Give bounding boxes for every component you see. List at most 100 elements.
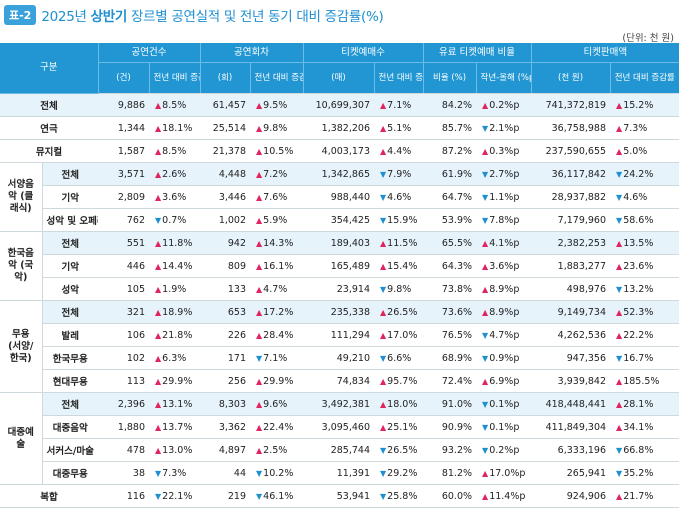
change-cell: 4.7% — [250, 277, 304, 301]
value-cell: 28,937,882 — [531, 185, 611, 209]
change-cell: 35.2% — [610, 461, 680, 485]
table-row: 한국무용1026.3%1717.1%49,2106.6%68.9%0.9%p94… — [0, 346, 680, 370]
change-cell: 22.4% — [250, 415, 304, 439]
value-cell: 653 — [200, 300, 251, 324]
value-cell: 235,338 — [303, 300, 375, 324]
change-cell: 8.5% — [149, 139, 201, 163]
table-row: 대중예술전체2,39613.1%8,3039.6%3,492,38118.0%9… — [0, 392, 680, 485]
value-cell: 60.0% — [423, 484, 477, 508]
value-cell: 446 — [98, 254, 150, 278]
value-cell: 6,333,196 — [531, 438, 611, 462]
row-group-label: 대중예술 — [0, 392, 43, 485]
change-cell: 7.3% — [610, 116, 680, 140]
value-cell: 171 — [200, 346, 251, 370]
change-cell: 1.9% — [149, 277, 201, 301]
header-genre: 구분 — [0, 43, 99, 94]
value-cell: 3,492,381 — [303, 392, 375, 416]
change-cell: 11.4%p — [476, 484, 532, 508]
row-label: 복합 — [0, 484, 99, 508]
table-title-row: 표-2 2025년 상반기 장르별 공연실적 및 전년 동기 대비 증감률(%) — [4, 4, 384, 26]
row-group-label: 무용 (서양/한국) — [0, 300, 43, 393]
value-cell: 924,906 — [531, 484, 611, 508]
change-cell: 3.6%p — [476, 254, 532, 278]
change-cell: 7.1% — [250, 346, 304, 370]
value-cell: 10,699,307 — [303, 93, 375, 117]
row-label: 한국무용 — [42, 346, 99, 370]
value-cell: 64.7% — [423, 185, 477, 209]
row-label: 성악 — [42, 277, 99, 301]
subheader-4-0: (천 원) — [530, 62, 611, 94]
value-cell: 3,939,842 — [531, 369, 611, 393]
table-row: 현대무용11329.9%25629.9%74,83495.7%72.4%6.9%… — [0, 369, 680, 393]
change-cell: 8.9%p — [476, 277, 532, 301]
change-cell: 0.1%p — [476, 415, 532, 439]
value-cell: 113 — [98, 369, 150, 393]
value-cell: 321 — [98, 300, 150, 324]
row-label: 전체 — [42, 162, 99, 186]
value-cell: 809 — [200, 254, 251, 278]
value-cell: 9,149,734 — [531, 300, 611, 324]
table-row: 뮤지컬1,5878.5%21,37810.5%4,003,1734.4%87.2… — [0, 139, 680, 163]
subheader-2-0: (매) — [302, 62, 375, 94]
table-row: 기악2,8093.6%3,4467.6%988,4404.6%64.7%1.1%… — [0, 185, 680, 209]
change-cell: 7.1% — [374, 93, 424, 117]
row-label: 전체 — [0, 93, 99, 117]
value-cell: 3,571 — [98, 162, 150, 186]
table-row: 한국음악 (국악)전체55111.8%94214.3%189,40311.5%6… — [0, 231, 680, 301]
change-cell: 10.2% — [250, 461, 304, 485]
header-group-1: 공연회차 — [199, 43, 304, 63]
change-cell: 9.6% — [250, 392, 304, 416]
value-cell: 90.9% — [423, 415, 477, 439]
value-cell: 11,391 — [303, 461, 375, 485]
value-cell: 478 — [98, 438, 150, 462]
change-cell: 22.1% — [149, 484, 201, 508]
value-cell: 189,403 — [303, 231, 375, 255]
table-title: 2025년 상반기 장르별 공연실적 및 전년 동기 대비 증감률(%) — [41, 9, 384, 25]
value-cell: 2,382,253 — [531, 231, 611, 255]
change-cell: 16.1% — [250, 254, 304, 278]
performance-table: 구분 공연건수 공연회차 티켓예매수 유료 티켓예매 비율 티켓판매액 (건) 전… — [0, 43, 680, 508]
value-cell: 4,448 — [200, 162, 251, 186]
change-cell: 1.1%p — [476, 185, 532, 209]
subheader-1-1: 전년 대비 증감률 — [249, 62, 304, 94]
value-cell: 36,117,842 — [531, 162, 611, 186]
change-cell: 14.3% — [250, 231, 304, 255]
change-cell: 13.5% — [610, 231, 680, 255]
value-cell: 4,262,536 — [531, 323, 611, 347]
row-group-label: 서양음악 (클래식) — [0, 162, 43, 232]
value-cell: 1,382,206 — [303, 116, 375, 140]
change-cell: 4.6% — [374, 185, 424, 209]
value-cell: 36,758,988 — [531, 116, 611, 140]
change-cell: 8.9%p — [476, 300, 532, 324]
change-cell: 29.9% — [149, 369, 201, 393]
change-cell: 17.0%p — [476, 461, 532, 485]
change-cell: 7.8%p — [476, 208, 532, 232]
value-cell: 2,396 — [98, 392, 150, 416]
change-cell: 4.4% — [374, 139, 424, 163]
table-row: 발레10621.8%22628.4%111,29417.0%76.5%4.7%p… — [0, 323, 680, 347]
value-cell: 76.5% — [423, 323, 477, 347]
change-cell: 2.5% — [250, 438, 304, 462]
value-cell: 7,179,960 — [531, 208, 611, 232]
change-cell: 22.2% — [610, 323, 680, 347]
value-cell: 3,362 — [200, 415, 251, 439]
change-cell: 15.2% — [610, 93, 680, 117]
table-row: 성악1051.9%1334.7%23,9149.8%73.8%8.9%p498,… — [0, 277, 680, 301]
value-cell: 72.4% — [423, 369, 477, 393]
value-cell: 44 — [200, 461, 251, 485]
value-cell: 106 — [98, 323, 150, 347]
value-cell: 1,883,277 — [531, 254, 611, 278]
change-cell: 0.2%p — [476, 93, 532, 117]
change-cell: 6.3% — [149, 346, 201, 370]
value-cell: 105 — [98, 277, 150, 301]
table-row: 서커스/마술47813.0%4,8972.5%285,74426.5%93.2%… — [0, 438, 680, 462]
subheader-1-0: (회) — [199, 62, 251, 94]
value-cell: 73.8% — [423, 277, 477, 301]
value-cell: 947,356 — [531, 346, 611, 370]
value-cell: 53,941 — [303, 484, 375, 508]
row-label: 성악 및 오페라 — [42, 208, 99, 232]
change-cell: 23.6% — [610, 254, 680, 278]
value-cell: 1,002 — [200, 208, 251, 232]
row-label: 연극 — [0, 116, 99, 140]
value-cell: 87.2% — [423, 139, 477, 163]
